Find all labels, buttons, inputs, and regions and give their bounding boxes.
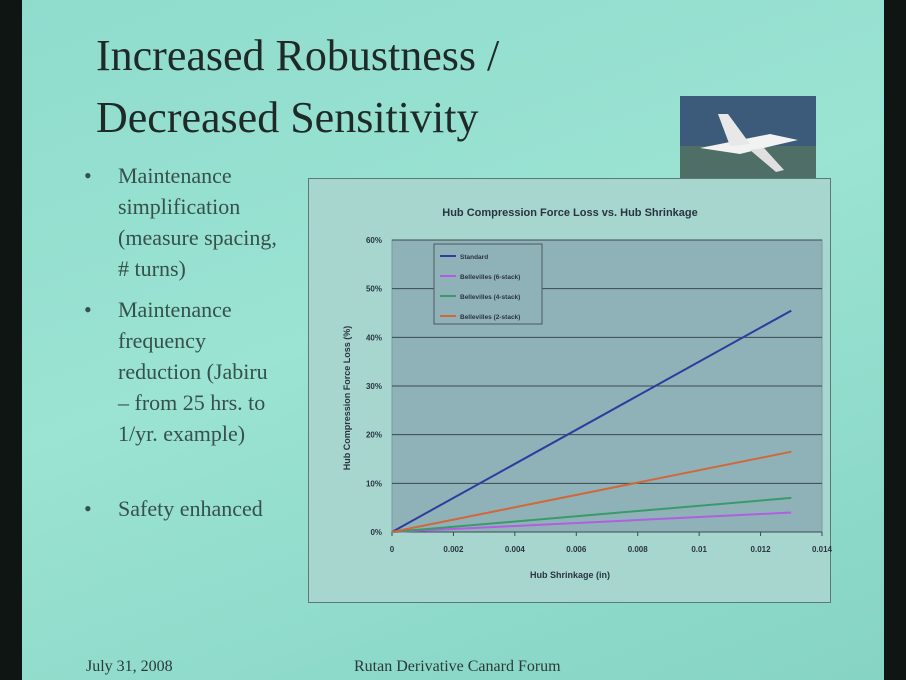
bullet-list: Maintenance simplification (measure spac… (84, 160, 284, 528)
legend-box (433, 243, 543, 325)
airplane-photo (680, 96, 816, 182)
y-tick-label: 0% (370, 528, 382, 537)
x-tick-label: 0 (390, 545, 395, 554)
legend-label: Standard (460, 254, 488, 261)
x-tick-label: 0.002 (443, 545, 464, 554)
y-tick-label: 60% (366, 236, 382, 245)
x-tick-label: 0.014 (812, 545, 832, 554)
bullet: Maintenance simplification (measure spac… (84, 160, 284, 284)
legend-label: Bellevilles (6-stack) (460, 274, 520, 281)
y-tick-label: 30% (366, 382, 382, 391)
slide-title: Increased Robustness / (96, 31, 500, 80)
series-line (391, 496, 792, 533)
y-tick-label: 40% (366, 333, 382, 342)
x-tick-label: 0.004 (505, 545, 526, 554)
y-tick-label: 50% (366, 285, 382, 294)
y-tick-label: 10% (366, 479, 382, 488)
y-axis-label: Hub Compression Force Loss (%) (342, 326, 352, 471)
x-tick-label: 0.012 (751, 545, 772, 554)
legend-label: Bellevilles (4-stack) (460, 294, 520, 301)
x-tick-label: 0.01 (691, 545, 707, 554)
x-axis-label: Hub Shrinkage (in) (530, 570, 610, 580)
x-tick-label: 0.008 (628, 545, 649, 554)
bullet: Maintenance frequency reduction (Jabiru … (84, 294, 284, 449)
slide: Increased Robustness / Decreased Sensiti… (22, 0, 884, 680)
bullet: Safety enhanced (84, 493, 284, 524)
y-tick-label: 20% (366, 431, 382, 440)
series-line (391, 309, 792, 533)
chart: Hub Compression Force Loss vs. Hub Shrin… (308, 178, 832, 603)
chart-title: Hub Compression Force Loss vs. Hub Shrin… (442, 207, 698, 219)
footer-event: Rutan Derivative Canard Forum (354, 658, 561, 675)
series-line (391, 450, 792, 533)
slide-title: Decreased Sensitivity (96, 93, 479, 142)
x-tick-label: 0.006 (566, 545, 587, 554)
legend-label: Bellevilles (2-stack) (460, 314, 520, 321)
footer-date: July 31, 2008 (86, 658, 173, 675)
series-line (391, 511, 792, 533)
